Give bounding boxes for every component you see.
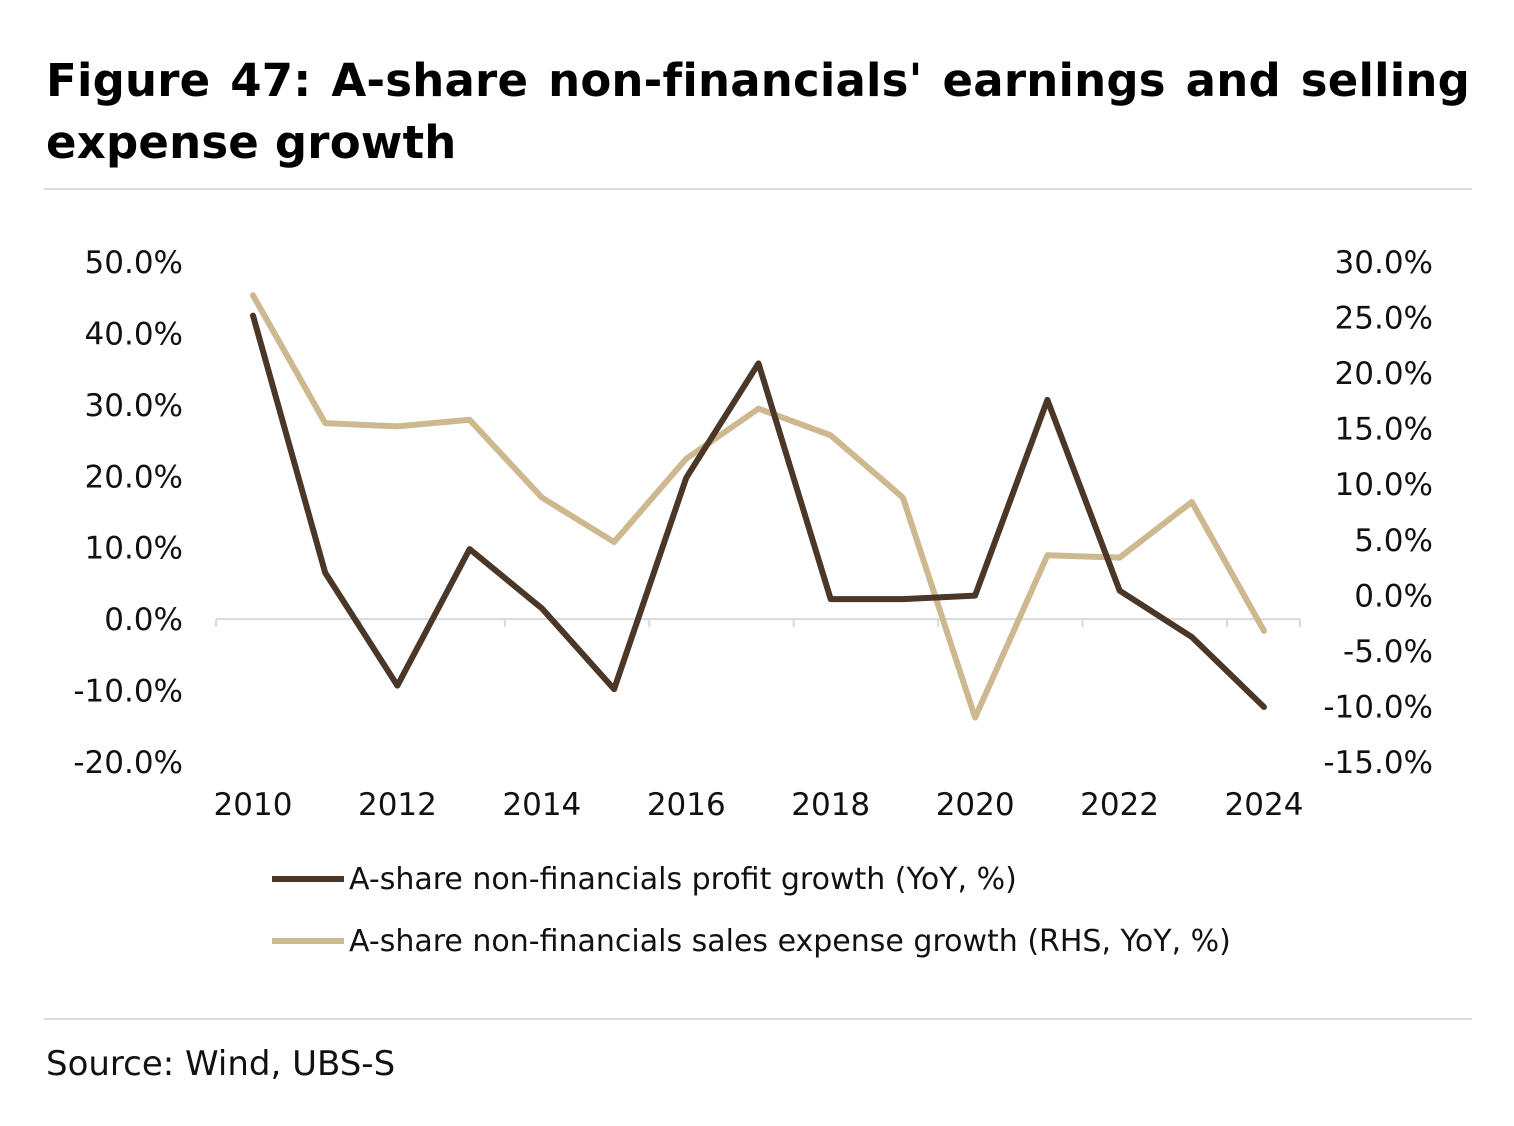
- right-tick-label: 30.0%: [1335, 245, 1433, 281]
- profit-growth-line: [250, 312, 1267, 710]
- x-tick-label: 2018: [791, 787, 870, 823]
- left-tick-label: -10.0%: [73, 674, 183, 710]
- left-tick-label: 10.0%: [85, 531, 183, 567]
- figure-title: Figure 47: A-share non-financials' earni…: [46, 54, 1470, 169]
- x-tick-label: 2022: [1080, 787, 1159, 823]
- left-tick-label: 20.0%: [85, 459, 183, 495]
- x-tick-label: 2010: [214, 787, 293, 823]
- title-divider: [44, 188, 1472, 190]
- x-tick-label: 2020: [936, 787, 1015, 823]
- chart-area: 50.0% 40.0% 30.0% 20.0% 10.0% 0.0% -10.0% -20.0…: [73, 245, 1433, 959]
- left-tick-label: -20.0%: [73, 745, 183, 781]
- legend-label-profit: A-share non-financials profit growth (Yo…: [349, 862, 1017, 897]
- x-tick-label: 2012: [358, 787, 437, 823]
- right-tick-label: 5.0%: [1354, 523, 1433, 559]
- right-axis-ticks: 30.0% 25.0% 20.0% 15.0% 10.0% 5.0% 0.0% -5.0% -1…: [1323, 245, 1433, 781]
- legend: A-share non-financials profit growth (Yo…: [272, 862, 1231, 959]
- right-tick-label: 25.0%: [1335, 301, 1433, 337]
- right-tick-label: -15.0%: [1323, 745, 1433, 781]
- left-axis-ticks: 50.0% 40.0% 30.0% 20.0% 10.0% 0.0% -10.0% -20.0…: [73, 245, 183, 781]
- left-tick-label: 50.0%: [85, 245, 183, 281]
- right-tick-label: 20.0%: [1335, 356, 1433, 392]
- x-tick-label: 2024: [1225, 787, 1304, 823]
- left-tick-label: 0.0%: [104, 602, 183, 638]
- source-divider: [44, 1018, 1472, 1020]
- right-tick-label: 10.0%: [1335, 467, 1433, 503]
- left-tick-label: 30.0%: [85, 388, 183, 424]
- right-tick-label: -5.0%: [1343, 634, 1433, 670]
- source-note: Source: Wind, UBS-S: [46, 1044, 396, 1084]
- x-axis: 2010 2012 2014 2016 2018 2020 2022 2024: [214, 618, 1304, 823]
- right-tick-label: 15.0%: [1335, 412, 1433, 448]
- sales-expense-growth-line: [250, 292, 1267, 721]
- left-tick-label: 40.0%: [85, 316, 183, 352]
- x-tick-label: 2014: [502, 787, 581, 823]
- x-tick-label: 2016: [647, 787, 726, 823]
- legend-label-expense: A-share non-financials sales expense gro…: [349, 924, 1231, 959]
- right-tick-label: -10.0%: [1323, 689, 1433, 725]
- right-tick-label: 0.0%: [1354, 578, 1433, 614]
- series-lines: [250, 292, 1267, 721]
